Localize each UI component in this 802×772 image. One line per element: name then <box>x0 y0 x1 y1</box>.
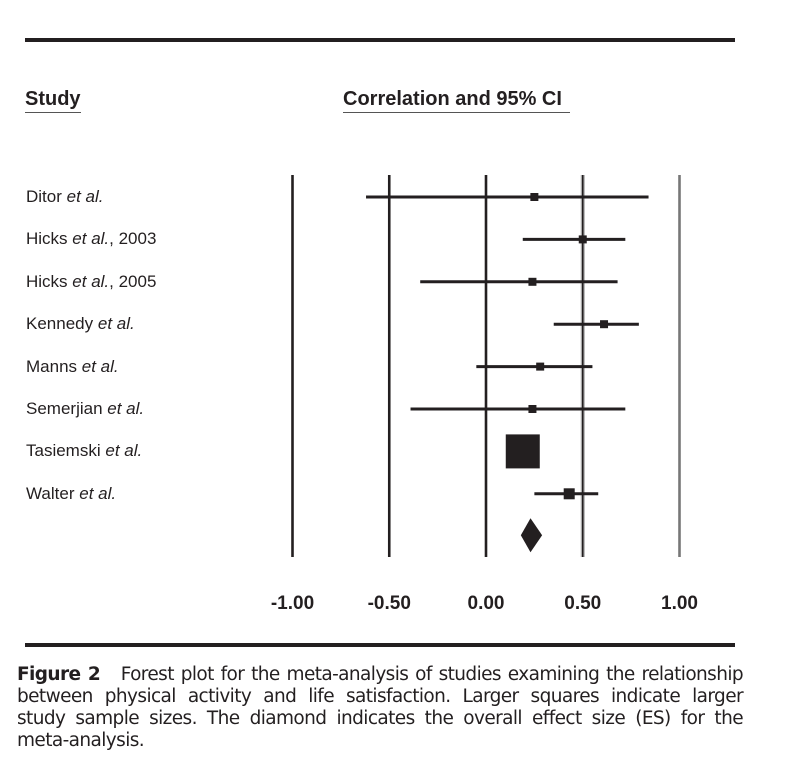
study-author: Manns <box>26 356 78 376</box>
study-row <box>534 488 599 500</box>
study-et-al: et al. <box>72 271 110 291</box>
study-et-al: et al. <box>105 441 143 461</box>
study-label: Manns et al. <box>26 357 119 377</box>
study-year: , 2003 <box>109 229 157 249</box>
bottom-rule <box>25 643 735 647</box>
study-label: Ditor et al. <box>26 187 104 207</box>
x-tick-label: -0.50 <box>368 593 411 614</box>
study-et-al: et al. <box>79 483 117 503</box>
study-author: Hicks <box>26 271 68 291</box>
point-estimate <box>528 405 537 413</box>
x-axis-tick-labels: -1.00 -0.50 0.00 0.50 1.00 <box>271 593 698 614</box>
study-author: Kennedy <box>26 314 94 334</box>
study-et-al: et al. <box>66 187 104 206</box>
point-estimate <box>578 235 587 244</box>
study-et-al: et al. <box>72 229 110 249</box>
study-et-al: et al. <box>107 399 145 418</box>
study-column-header: Study <box>25 88 81 113</box>
x-tick-label: 0.50 <box>564 593 601 614</box>
study-author: Tasiemski <box>26 441 101 461</box>
study-et-al: et al. <box>97 314 135 334</box>
study-row <box>522 235 626 244</box>
study-author: Ditor <box>26 187 62 206</box>
study-label: Kennedy et al. <box>26 314 135 334</box>
x-tick-label: 1.00 <box>661 593 698 614</box>
caption-text: Forest plot for the meta-analysis of stu… <box>17 664 744 751</box>
x-tick-label: 0.00 <box>468 593 505 614</box>
study-label: Semerjian et al. <box>26 399 144 419</box>
study-label: Hicks et al., 2003 <box>26 229 156 249</box>
study-label: Walter et al. <box>26 484 116 504</box>
study-row <box>366 193 649 201</box>
overall-effect <box>520 518 543 553</box>
study-year: , 2005 <box>109 271 157 291</box>
overall-effect-diamond <box>520 518 543 553</box>
point-estimate <box>505 434 540 469</box>
point-estimate <box>530 193 539 201</box>
point-estimate <box>536 362 545 371</box>
study-et-al: et al. <box>81 356 119 376</box>
study-row <box>505 434 540 469</box>
study-row <box>476 362 593 371</box>
figure-caption: Figure 2 Forest plot for the meta-analys… <box>17 664 744 752</box>
point-estimate <box>528 277 537 286</box>
study-row <box>410 405 626 413</box>
study-row <box>553 320 639 329</box>
study-rows <box>366 193 649 500</box>
study-label: Hicks et al., 2005 <box>26 272 156 292</box>
ci-column-header: Correlation and 95% CI <box>343 88 570 113</box>
point-estimate <box>600 320 609 329</box>
top-rule <box>25 38 735 42</box>
study-author: Semerjian <box>26 399 103 418</box>
x-tick-label: -1.00 <box>271 593 314 614</box>
study-author: Hicks <box>26 229 68 249</box>
study-row <box>420 277 618 286</box>
point-estimate <box>563 488 575 500</box>
study-label: Tasiemski et al. <box>26 441 142 461</box>
study-author: Walter <box>26 483 75 503</box>
caption-label: Figure 2 <box>17 664 101 685</box>
